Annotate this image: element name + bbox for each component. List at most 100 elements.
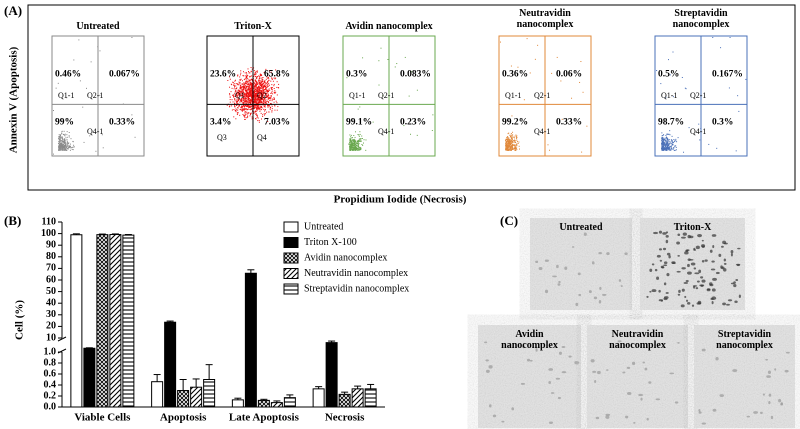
event-dot xyxy=(229,86,231,88)
event-dot xyxy=(507,137,509,139)
event-dot xyxy=(276,102,278,104)
y-tick-label: 0.8 xyxy=(44,357,57,368)
event-dot xyxy=(262,90,264,92)
event-dot xyxy=(261,84,263,86)
image-title-line: nanocomplex xyxy=(609,340,666,351)
event-dot xyxy=(506,136,508,138)
y-tick-label: 50 xyxy=(46,286,56,297)
legend-swatch xyxy=(283,252,299,264)
event-dot xyxy=(511,141,513,143)
event-dot xyxy=(515,148,517,150)
axis-break xyxy=(57,336,67,342)
event-dot xyxy=(352,145,354,147)
cell xyxy=(577,272,581,276)
event-dot xyxy=(234,96,236,98)
event-dot xyxy=(237,111,239,113)
event-dot xyxy=(529,72,531,74)
event-dot xyxy=(236,97,238,99)
cell xyxy=(696,280,700,283)
event-dot xyxy=(245,83,247,85)
event-dot xyxy=(354,144,356,146)
cell xyxy=(699,284,705,287)
event-dot xyxy=(248,100,250,102)
event-dot xyxy=(234,80,236,82)
event-dot xyxy=(259,90,261,92)
event-dot xyxy=(62,144,64,146)
event-dot xyxy=(662,144,664,146)
event-dot xyxy=(259,87,261,89)
cell xyxy=(687,301,691,305)
event-dot xyxy=(268,79,270,81)
panel-label: (B) xyxy=(4,213,21,228)
event-dot xyxy=(99,50,101,52)
event-dot xyxy=(262,101,264,103)
event-dot xyxy=(265,88,267,90)
event-dot xyxy=(251,90,253,92)
event-dot xyxy=(250,99,252,101)
event-dot xyxy=(241,80,243,82)
cell xyxy=(685,279,689,283)
event-dot xyxy=(244,116,246,118)
event-dot xyxy=(511,148,513,150)
event-dot xyxy=(512,140,514,142)
event-dot xyxy=(242,96,244,98)
event-dot xyxy=(509,145,511,147)
cell xyxy=(598,299,602,304)
event-dot xyxy=(505,149,507,151)
event-dot xyxy=(350,144,352,146)
event-dot xyxy=(667,138,669,140)
event-dot xyxy=(735,150,737,152)
event-dot xyxy=(663,149,665,151)
event-dot xyxy=(250,83,252,85)
cell xyxy=(720,245,724,248)
event-dot xyxy=(271,91,273,93)
cell xyxy=(590,359,595,363)
event-dot xyxy=(236,87,238,89)
event-dot xyxy=(668,147,670,149)
event-dot xyxy=(510,149,512,151)
event-dot xyxy=(58,149,60,151)
cell xyxy=(733,284,737,288)
event-dot xyxy=(259,109,261,111)
event-dot xyxy=(63,130,65,132)
event-dot xyxy=(666,133,668,135)
event-dot xyxy=(259,88,261,90)
cell xyxy=(660,300,663,302)
event-dot xyxy=(241,97,243,99)
event-dot xyxy=(241,89,243,91)
y-tick-label: 30 xyxy=(46,309,56,320)
cell xyxy=(597,370,601,375)
y-axis-label: Annexin V (Apoptosis) xyxy=(8,46,20,153)
event-dot xyxy=(247,96,249,98)
event-dot xyxy=(229,93,231,95)
event-dot xyxy=(241,83,243,85)
event-dot xyxy=(258,82,260,84)
event-dot xyxy=(238,93,240,95)
event-dot xyxy=(246,92,248,94)
event-dot xyxy=(238,95,240,97)
event-dot xyxy=(268,105,270,107)
event-dot xyxy=(255,99,257,101)
event-dot xyxy=(267,91,269,93)
cell xyxy=(644,367,648,371)
event-dot xyxy=(266,111,268,113)
event-dot xyxy=(270,71,272,73)
event-dot xyxy=(248,97,250,99)
event-dot xyxy=(260,84,262,86)
cell xyxy=(548,380,552,384)
event-dot xyxy=(663,141,665,143)
event-dot xyxy=(59,144,61,146)
event-dot xyxy=(729,37,731,38)
event-dot xyxy=(58,141,60,143)
cell xyxy=(578,293,582,297)
event-dot xyxy=(262,79,264,81)
event-dot xyxy=(244,105,246,107)
cell xyxy=(770,415,774,420)
event-dot xyxy=(665,148,667,150)
event-dot xyxy=(73,146,75,148)
event-dot xyxy=(263,81,265,83)
event-dot xyxy=(255,86,257,88)
event-dot xyxy=(663,147,665,149)
event-dot xyxy=(351,139,353,141)
event-dot xyxy=(239,94,241,96)
